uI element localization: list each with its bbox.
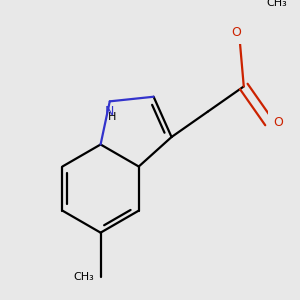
Text: O: O	[232, 26, 242, 39]
Text: H: H	[108, 112, 116, 122]
Text: N: N	[105, 105, 114, 118]
Text: O: O	[273, 116, 283, 129]
Text: CH₃: CH₃	[73, 272, 94, 282]
Text: CH₃: CH₃	[266, 0, 287, 8]
